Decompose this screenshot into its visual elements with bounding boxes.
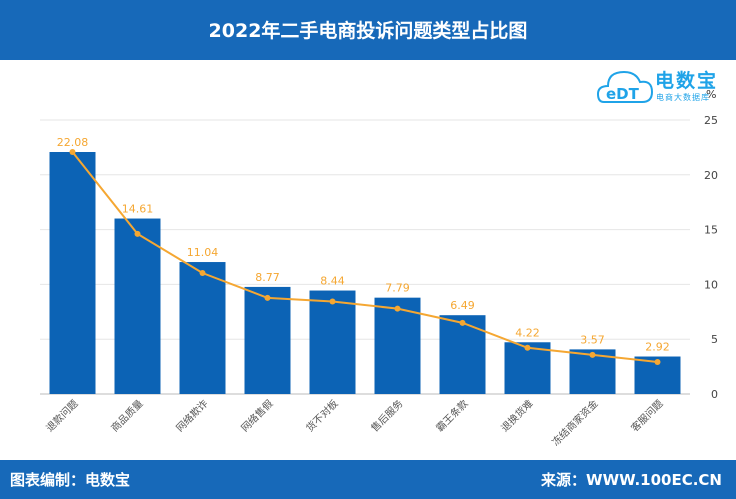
- line-point: [264, 294, 271, 301]
- data-label: 2.92: [645, 341, 670, 354]
- y-tick-label: 0: [711, 388, 718, 401]
- logo-name: 电数宝: [655, 70, 719, 92]
- x-tick-label: 客服问题: [628, 397, 665, 434]
- line-point: [654, 358, 661, 365]
- data-label: 3.57: [580, 333, 605, 346]
- logo-cloud-icon: eDT: [596, 70, 654, 103]
- data-label: 8.77: [255, 271, 280, 284]
- x-tick-label: 霸王条款: [433, 397, 470, 434]
- data-label: 6.49: [450, 299, 475, 312]
- data-label: 8.44: [320, 275, 345, 288]
- line-point: [199, 270, 206, 277]
- bar: [439, 315, 486, 394]
- x-tick-label: 冻结商家资金: [549, 397, 601, 449]
- data-label: 11.04: [187, 246, 219, 259]
- logo-mark: eDT: [606, 85, 640, 103]
- footer-credit: 图表编制：电数宝: [10, 471, 131, 489]
- y-tick-label: 20: [704, 169, 718, 182]
- bar: [179, 262, 226, 394]
- line-point: [69, 149, 76, 156]
- bar: [244, 286, 291, 394]
- data-label: 22.08: [57, 136, 89, 149]
- line-point: [394, 305, 401, 312]
- x-tick-label: 网络售假: [238, 397, 275, 434]
- line-point: [329, 298, 336, 305]
- x-tick-label: 网络欺诈: [173, 397, 210, 434]
- line-point: [524, 344, 531, 351]
- y-tick-label: 5: [711, 333, 718, 346]
- line-point: [459, 319, 466, 326]
- footer-source: 来源：WWW.100EC.CN: [541, 471, 722, 489]
- logo-subtitle: 电商大数据库: [656, 93, 710, 102]
- x-tick-label: 退换货难: [498, 397, 535, 434]
- x-tick-label: 售后服务: [368, 397, 405, 434]
- x-tick-label: 退款问题: [43, 397, 80, 434]
- bar: [374, 297, 421, 394]
- data-label: 14.61: [122, 203, 154, 216]
- data-label: 4.22: [515, 326, 540, 339]
- chart-footer: 图表编制：电数宝 来源：WWW.100EC.CN: [0, 460, 736, 499]
- y-tick-label: 25: [704, 114, 718, 127]
- y-tick-label: 10: [704, 278, 718, 291]
- chart-title: 2022年二手电商投诉问题类型占比图: [208, 20, 528, 42]
- y-tick-label: 15: [704, 224, 718, 237]
- chart-plot: 0 5 10 15 20 25 22.08 14.61 11.04 8.77 8.44 7.79 6.4…: [40, 114, 718, 449]
- y-axis-unit: %: [706, 88, 717, 101]
- x-tick-label: 商品质量: [108, 397, 145, 434]
- bar: [309, 290, 356, 394]
- line-point: [134, 230, 141, 237]
- bar: [504, 342, 551, 394]
- data-label: 7.79: [385, 282, 410, 295]
- chart-header: 2022年二手电商投诉问题类型占比图: [0, 0, 736, 60]
- x-tick-label: 货不对板: [303, 397, 340, 434]
- line-series: [71, 151, 658, 363]
- bar: [114, 218, 161, 394]
- bar: [49, 152, 96, 394]
- line-point: [589, 351, 596, 358]
